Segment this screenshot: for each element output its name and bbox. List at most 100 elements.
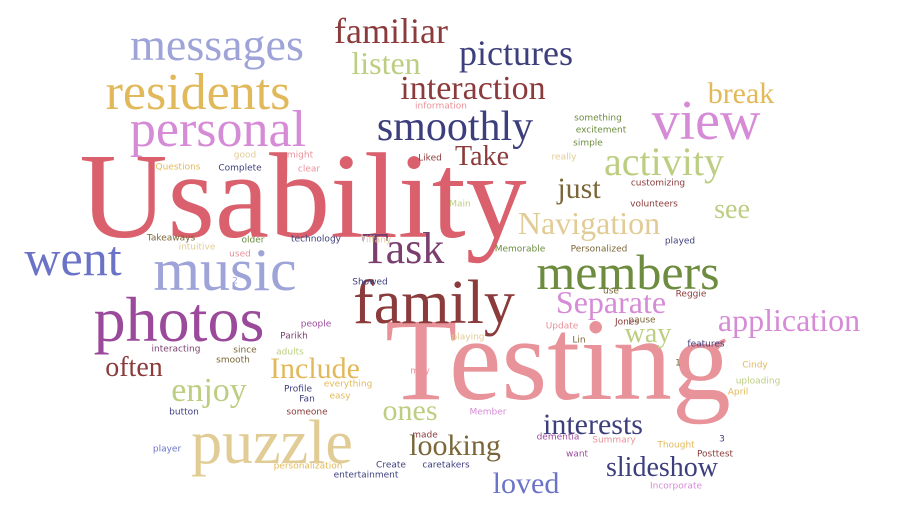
word-music: music	[153, 237, 297, 303]
word-made: made	[412, 430, 438, 441]
word-use: use	[603, 286, 619, 297]
word-player: player	[152, 444, 182, 455]
word-information: information	[415, 101, 467, 112]
word-ones: ones	[382, 394, 438, 427]
word-testing: Testing	[385, 294, 731, 425]
word-posttest: Posttest	[696, 449, 734, 460]
word-showed: Showed	[352, 277, 388, 288]
word-enjoy: enjoy	[171, 372, 247, 409]
word-thought: Thought	[657, 440, 695, 451]
word-create: Create	[376, 460, 406, 471]
word-someone: someone	[286, 407, 328, 418]
word-something: something	[574, 113, 622, 124]
word-fan: Fan	[299, 394, 315, 405]
word-activity: activity	[604, 139, 724, 184]
word-interacting: interacting	[151, 344, 201, 355]
word-volunteers: volunteers	[630, 199, 678, 210]
word-reggie: Reggie	[675, 289, 707, 300]
word-entertainment: entertainment	[333, 470, 399, 481]
word-parikh: Parikh	[280, 331, 308, 342]
word-might: might	[286, 150, 314, 161]
word-see: see	[714, 194, 750, 225]
word-2: 2	[232, 276, 238, 287]
word-since: since	[233, 345, 257, 356]
word-takeaways: Takeaways	[146, 233, 196, 244]
word-slideshow: slideshow	[606, 452, 718, 483]
word-may: may	[410, 366, 430, 377]
word-profile: Profile	[284, 384, 312, 395]
word-personalized: Personalized	[570, 244, 628, 255]
word-memorable: Memorable	[494, 244, 546, 255]
word-smoothly: smoothly	[376, 104, 534, 150]
word-loved: loved	[492, 467, 560, 500]
word-features: features	[687, 339, 725, 350]
word-looking: looking	[409, 429, 501, 462]
word-intuitive: intuitive	[178, 242, 216, 253]
word-personal: personal	[129, 101, 307, 158]
word-navigation: Navigation	[517, 205, 661, 241]
word-listen: listen	[351, 45, 421, 81]
word-take: Take	[454, 141, 510, 172]
word-good: good	[233, 150, 257, 161]
word-pause: pause	[628, 315, 656, 326]
word-interests: interests	[543, 408, 643, 441]
word-clear: clear	[297, 164, 321, 175]
word-april: April	[727, 387, 749, 398]
word-everything: everything	[323, 379, 373, 390]
word-button: button	[169, 407, 199, 418]
word-summary: Summary	[592, 435, 636, 446]
word-want: want	[565, 449, 589, 460]
word-went: went	[24, 230, 122, 286]
word-liked: Liked	[418, 153, 442, 164]
word-include: Include	[270, 352, 360, 385]
word-used: used	[229, 249, 251, 260]
word-smooth: smooth	[216, 355, 250, 366]
word-just: just	[557, 172, 601, 205]
word-customizing: customizing	[630, 178, 686, 189]
word-photos: photos	[93, 284, 265, 355]
word-way: way	[624, 318, 672, 349]
word-member: Member	[469, 407, 507, 418]
word-tiffany: Tiffany	[360, 235, 392, 246]
word-cindy: Cindy	[742, 360, 768, 371]
word-family: family	[353, 269, 515, 337]
word-usability: Usability	[79, 129, 527, 264]
word-incorporate: Incorporate	[649, 481, 703, 492]
word-people: people	[300, 319, 332, 330]
word-adults: adults	[276, 347, 304, 358]
word-break: break	[707, 77, 775, 110]
word-update: Update	[545, 321, 579, 332]
word-puzzle: puzzle	[191, 409, 353, 477]
word-familiar: familiar	[334, 11, 448, 51]
word-questions: Questions	[155, 162, 201, 173]
word-uploading: uploading	[735, 376, 781, 387]
word-technology: technology	[291, 234, 341, 245]
word-lin: Lin	[572, 335, 586, 346]
word-dementia: dementia	[536, 432, 580, 443]
word-task: Task	[361, 224, 445, 273]
word-separate: Separate	[555, 284, 667, 320]
word-interaction: interaction	[400, 70, 546, 107]
word-really: really	[551, 152, 577, 163]
word-excitement: excitement	[575, 125, 627, 136]
word-playing: playing	[451, 332, 485, 343]
word-main: Main	[449, 199, 471, 210]
word-application: application	[717, 302, 861, 338]
word-pictures: pictures	[459, 33, 573, 73]
word-often: often	[105, 352, 163, 383]
word-view: view	[651, 90, 761, 152]
word-messages: messages	[130, 19, 304, 70]
word-1: 1	[675, 358, 681, 369]
word-jones: Jones	[614, 317, 640, 328]
word-personalization: personalization	[273, 461, 343, 472]
word-simple: simple	[573, 138, 603, 149]
word-played: played	[664, 236, 696, 247]
word-members: members	[536, 244, 720, 300]
word-easy: easy	[329, 391, 351, 402]
word-3: 3	[719, 434, 725, 445]
word-residents: residents	[105, 64, 291, 121]
word-complete: Complete	[218, 163, 262, 174]
word-older: older	[241, 235, 265, 246]
word-caretakers: caretakers	[422, 460, 470, 471]
